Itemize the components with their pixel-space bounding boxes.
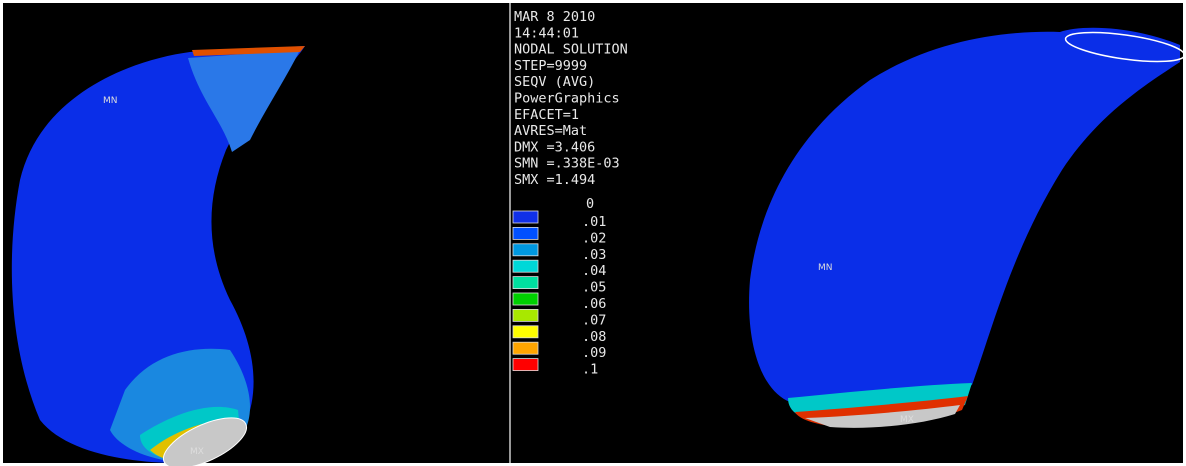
legend-swatch bbox=[513, 359, 538, 371]
info-line: SEQV (AVG) bbox=[514, 74, 595, 90]
min-marker: MN bbox=[818, 263, 833, 273]
legend-label: .03 bbox=[582, 247, 606, 263]
max-marker: MX bbox=[900, 415, 914, 425]
max-marker: MX bbox=[190, 447, 204, 457]
legend-label: .02 bbox=[582, 230, 606, 246]
screenshot: MAR 8 201014:44:01NODAL SOLUTIONSTEP=999… bbox=[0, 0, 1186, 466]
legend-label: 0 bbox=[586, 196, 594, 212]
legend-label: .1 bbox=[582, 362, 598, 378]
legend-swatch bbox=[513, 260, 538, 272]
legend-label: .08 bbox=[582, 329, 606, 345]
info-line: STEP=9999 bbox=[514, 58, 587, 74]
legend-swatch bbox=[513, 309, 538, 321]
legend-swatch bbox=[513, 326, 538, 338]
info-line: DMX =3.406 bbox=[514, 139, 595, 155]
info-line: EFACET=1 bbox=[514, 107, 579, 123]
legend-label: .07 bbox=[582, 312, 606, 328]
info-line: SMN =.338E-03 bbox=[514, 156, 620, 172]
legend-label: .01 bbox=[582, 214, 606, 230]
info-line: AVRES=Mat bbox=[514, 123, 587, 139]
legend-swatch bbox=[513, 293, 538, 305]
legend-swatch bbox=[513, 277, 538, 289]
legend-label: .09 bbox=[582, 345, 606, 361]
min-marker: MN bbox=[103, 96, 118, 106]
legend-swatch bbox=[513, 227, 538, 239]
info-line: MAR 8 2010 bbox=[514, 9, 595, 25]
legend-swatch bbox=[513, 211, 538, 223]
legend-label: .06 bbox=[582, 296, 606, 312]
info-line: SMX =1.494 bbox=[514, 172, 595, 188]
info-line: PowerGraphics bbox=[514, 91, 620, 107]
legend-label: .05 bbox=[582, 280, 606, 296]
legend-label: .04 bbox=[582, 263, 606, 279]
legend-swatch bbox=[513, 342, 538, 354]
info-line: NODAL SOLUTION bbox=[514, 42, 628, 58]
info-line: 14:44:01 bbox=[514, 25, 579, 41]
legend-swatch bbox=[513, 244, 538, 256]
